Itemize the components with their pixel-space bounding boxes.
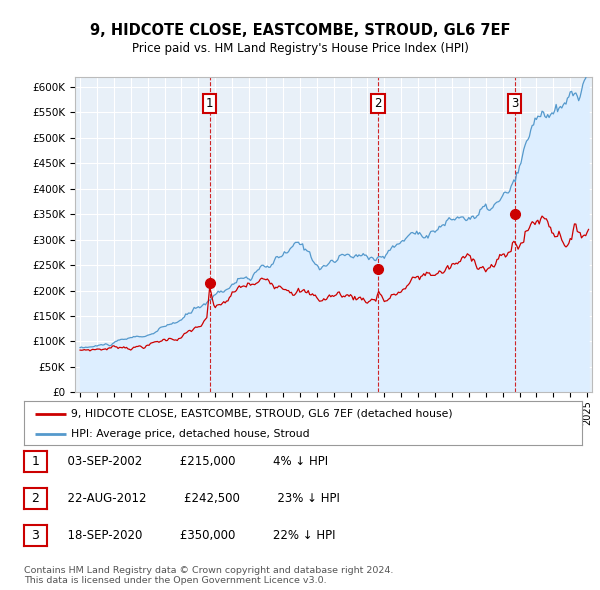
Text: HPI: Average price, detached house, Stroud: HPI: Average price, detached house, Stro… — [71, 429, 310, 439]
Text: 9, HIDCOTE CLOSE, EASTCOMBE, STROUD, GL6 7EF (detached house): 9, HIDCOTE CLOSE, EASTCOMBE, STROUD, GL6… — [71, 409, 453, 418]
Text: 9, HIDCOTE CLOSE, EASTCOMBE, STROUD, GL6 7EF: 9, HIDCOTE CLOSE, EASTCOMBE, STROUD, GL6… — [90, 23, 510, 38]
Text: Contains HM Land Registry data © Crown copyright and database right 2024.
This d: Contains HM Land Registry data © Crown c… — [24, 566, 394, 585]
Text: 3: 3 — [31, 529, 40, 542]
Text: 03-SEP-2002          £215,000          4% ↓ HPI: 03-SEP-2002 £215,000 4% ↓ HPI — [60, 455, 328, 468]
Text: 22-AUG-2012          £242,500          23% ↓ HPI: 22-AUG-2012 £242,500 23% ↓ HPI — [60, 492, 340, 505]
Text: 2: 2 — [374, 97, 382, 110]
Text: 3: 3 — [511, 97, 518, 110]
Text: 1: 1 — [31, 455, 40, 468]
Text: 18-SEP-2020          £350,000          22% ↓ HPI: 18-SEP-2020 £350,000 22% ↓ HPI — [60, 529, 335, 542]
Text: Price paid vs. HM Land Registry's House Price Index (HPI): Price paid vs. HM Land Registry's House … — [131, 42, 469, 55]
Text: 2: 2 — [31, 492, 40, 505]
Text: 1: 1 — [206, 97, 214, 110]
